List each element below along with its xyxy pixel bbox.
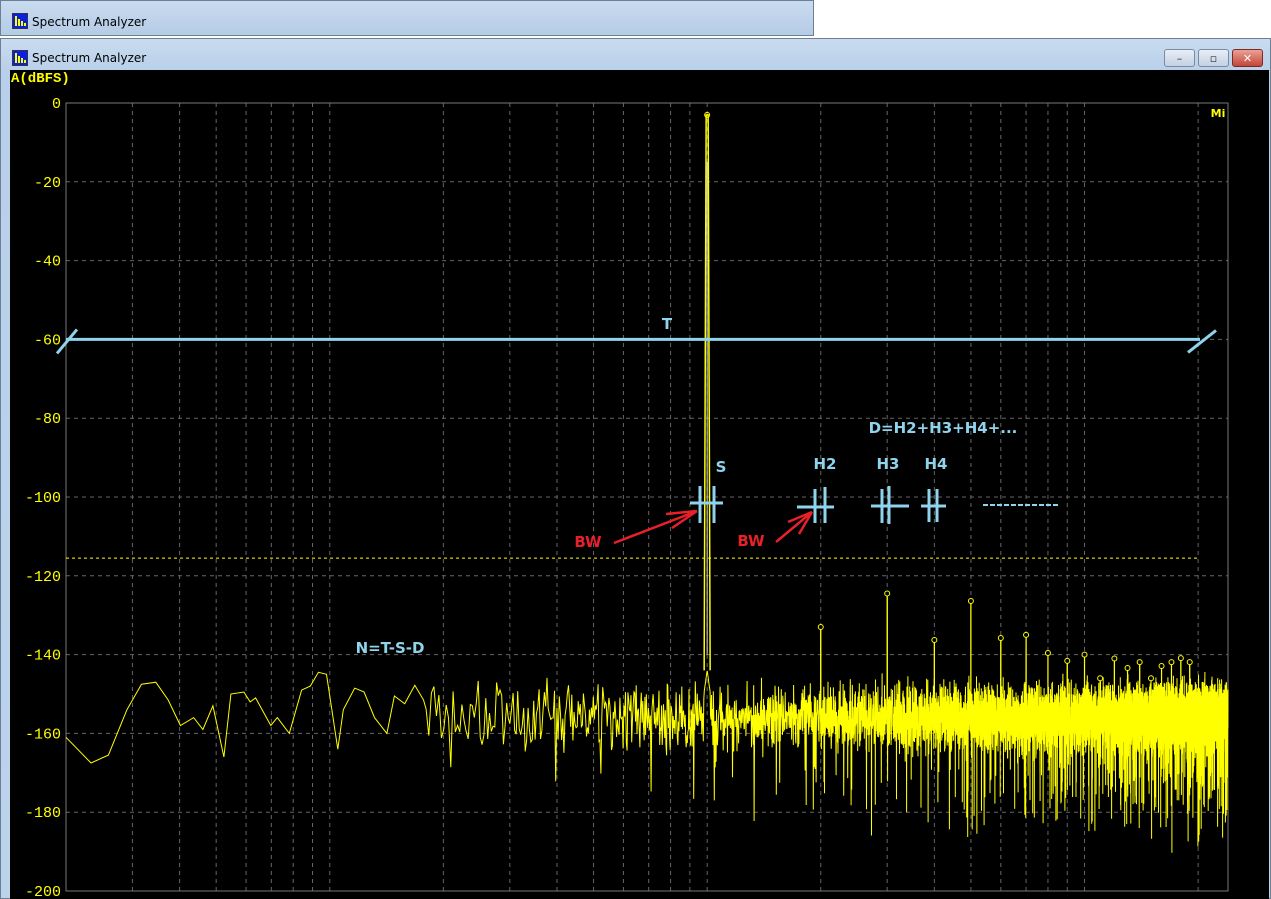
- y-tick-label: -140: [25, 648, 61, 665]
- harmonic-marker: [1147, 675, 1154, 682]
- app-icon: [12, 13, 28, 29]
- bw-arrow-harmonic: [775, 510, 814, 543]
- y-tick-label: -20: [34, 175, 61, 192]
- harmonic-marker: [931, 637, 938, 644]
- h4-label: H4: [925, 455, 948, 473]
- harmonic-markers: [817, 590, 1193, 734]
- harmonic-marker: [1124, 664, 1131, 671]
- fundamental-peak: [703, 111, 711, 671]
- app-icon: [12, 50, 28, 66]
- spectrum-trace: [65, 593, 1229, 853]
- h4-band-marker: [921, 489, 946, 522]
- y-tick-label: 0: [52, 96, 61, 113]
- background-window: Spectrum Analyzer: [0, 0, 814, 36]
- maximize-button[interactable]: ▫: [1198, 49, 1229, 67]
- window-title: Spectrum Analyzer: [32, 15, 147, 29]
- total-line-left-cap: [55, 328, 79, 355]
- fundamental-marker: [704, 111, 711, 118]
- y-tick-label: -180: [25, 805, 61, 822]
- corner-badge: Mi: [1211, 107, 1226, 120]
- bw-label-harmonic: BW: [737, 532, 765, 550]
- h2-label: H2: [814, 455, 837, 473]
- y-tick-label: -40: [34, 254, 61, 271]
- y-tick-label: -80: [34, 411, 61, 428]
- annotation-overlay: [55, 328, 1217, 524]
- y-tick-label: -120: [25, 569, 61, 586]
- harmonic-marker: [1111, 655, 1118, 662]
- harmonic-marker: [1168, 659, 1175, 666]
- harmonic-marker: [997, 635, 1004, 642]
- total-label: T: [662, 315, 673, 333]
- harmonic-marker: [967, 598, 974, 605]
- harmonic-marker: [1186, 659, 1193, 666]
- y-axis-label: A(dBFS): [11, 71, 70, 87]
- signal-band-marker: [690, 486, 723, 523]
- y-ticks: 0 -20 -40 -60 -80 -100 -120 -140 -160 -180 -200: [25, 96, 61, 899]
- h3-label: H3: [877, 455, 900, 473]
- noise-label: N=T-S-D: [356, 639, 425, 657]
- harmonic-marker: [1177, 655, 1184, 662]
- minimize-button[interactable]: –: [1164, 49, 1195, 67]
- signal-label: S: [716, 458, 727, 476]
- harmonic-marker: [1136, 659, 1143, 666]
- harmonic-marker: [1158, 663, 1165, 670]
- distortion-label: D=H2+H3+H4+...: [869, 419, 1018, 437]
- harmonic-marker: [1023, 631, 1030, 638]
- close-button[interactable]: ✕: [1232, 49, 1263, 67]
- harmonic-marker: [884, 590, 891, 597]
- h2-band-marker: [797, 487, 834, 523]
- window-title: Spectrum Analyzer: [32, 51, 147, 65]
- total-line-right-cap: [1187, 329, 1217, 354]
- y-tick-label: -100: [25, 490, 61, 507]
- harmonic-marker: [1097, 675, 1104, 682]
- harmonic-marker: [817, 624, 824, 631]
- fundamental-line: [703, 114, 711, 671]
- bw-arrow-signal: [613, 509, 698, 545]
- plot-frame: [65, 102, 1229, 892]
- y-tick-label: -200: [25, 884, 61, 899]
- h3-band-marker: [871, 486, 909, 524]
- harmonic-marker: [1081, 651, 1088, 658]
- y-tick-label: -60: [34, 332, 61, 349]
- harmonic-marker: [1044, 650, 1051, 657]
- y-tick-label: -160: [25, 726, 61, 743]
- bw-label-signal: BW: [574, 533, 602, 551]
- harmonic-marker: [1064, 657, 1071, 664]
